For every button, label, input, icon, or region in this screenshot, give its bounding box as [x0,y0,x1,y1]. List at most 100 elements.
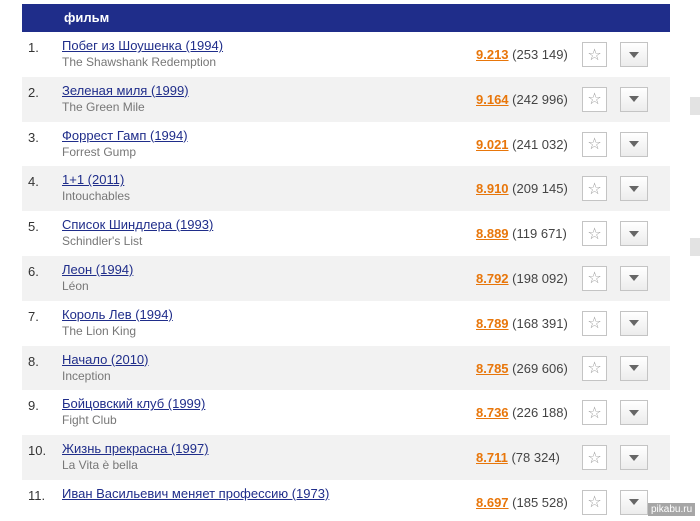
list-menu-button[interactable] [620,86,648,112]
table-row: 4. 1+1 (2011) Intouchables 8.910 (209 14… [22,166,670,212]
film-title-link[interactable]: Зеленая миля (1999) [62,82,189,98]
rate-star-button[interactable]: ☆ [582,489,607,515]
original-title: Forrest Gump [62,144,137,159]
rating: 8.711 (78 324) [476,450,560,465]
film-title-link[interactable]: Король Лев (1994) [62,306,173,322]
table-row: 10. Жизнь прекрасна (1997) La Vita è bel… [22,435,670,480]
table-row: 9. Бойцовский клуб (1999) Fight Club 8.7… [22,390,670,435]
vote-count: (253 149) [512,47,568,62]
rating-value-link[interactable]: 9.164 [476,91,509,107]
film-title-link[interactable]: Форрест Гамп (1994) [62,127,188,143]
original-title: The Lion King [62,323,137,338]
rating-value-link[interactable]: 8.792 [476,270,509,286]
vote-count: (119 671) [512,226,567,242]
rate-star-button[interactable]: ☆ [582,310,607,336]
original-title: The Green Mile [62,99,145,114]
rate-star-button[interactable]: ☆ [582,131,607,157]
chevron-down-icon [629,96,639,103]
rating-value-link[interactable]: 8.785 [476,360,509,376]
chevron-down-icon [629,51,639,58]
list-menu-button[interactable] [620,400,648,426]
side-element [690,97,700,115]
vote-count: (185 528) [512,494,568,510]
rating: 8.792 (198 092) [476,271,568,286]
list-menu-button[interactable] [620,42,648,67]
star-icon: ☆ [587,404,602,422]
chevron-down-icon [629,365,639,372]
rank: 7. [28,308,39,324]
star-icon: ☆ [587,91,602,109]
film-title-link[interactable]: Жизнь прекрасна (1997) [62,441,209,457]
rank: 11. [28,487,46,503]
vote-count: (241 032) [512,136,568,152]
list-menu-button[interactable] [620,445,648,471]
rate-star-button[interactable]: ☆ [582,445,607,471]
film-title-link[interactable]: Начало (2010) [62,351,149,367]
original-title: The Shawshank Redemption [62,55,217,69]
table-row: 6. Леон (1994) Léon 8.792 (198 092) ☆ [22,255,670,301]
chevron-down-icon [629,320,639,327]
side-element [690,238,700,256]
chevron-down-icon [629,230,639,237]
vote-count: (242 996) [512,91,568,107]
rank: 10. [28,443,47,459]
star-icon: ☆ [587,449,602,467]
rate-star-button[interactable]: ☆ [582,265,607,291]
film-title-link[interactable]: Побег из Шоушенка (1994) [62,38,224,53]
rank: 1. [28,40,39,55]
list-menu-button[interactable] [620,310,648,336]
list-menu-button[interactable] [620,355,648,381]
rate-star-button[interactable]: ☆ [582,355,607,381]
star-icon: ☆ [587,180,602,198]
vote-count: (226 188) [512,405,568,421]
rating-value-link[interactable]: 9.213 [476,47,509,62]
original-title: Inception [62,368,111,383]
film-title-link[interactable]: 1+1 (2011) [62,172,125,188]
rank: 4. [28,174,39,190]
rating-value-link[interactable]: 8.889 [476,226,509,242]
rating-value-link[interactable]: 8.736 [476,405,509,421]
films-table: 1. Побег из Шоушенка (1994) The Shawshan… [22,32,670,521]
table-header: фильм [22,4,670,32]
rating: 8.910 (209 145) [476,181,568,196]
vote-count: (168 391) [512,315,568,331]
list-menu-button[interactable] [620,131,648,157]
film-title-link[interactable]: Бойцовский клуб (1999) [62,396,206,412]
list-menu-button[interactable] [620,489,648,515]
chevron-down-icon [629,275,639,282]
film-title-link[interactable]: Иван Васильевич меняет профессию (1973) [62,485,330,501]
rating-value-link[interactable]: 8.697 [476,494,509,510]
star-icon: ☆ [587,315,602,333]
table-row: 3. Форрест Гамп (1994) Forrest Gump 9.02… [22,122,670,167]
vote-count: (78 324) [511,450,560,466]
star-icon: ☆ [587,46,602,64]
table-row: 2. Зеленая миля (1999) The Green Mile 9.… [22,76,670,122]
original-title: Schindler's List [62,234,143,249]
star-icon: ☆ [587,225,602,243]
rate-star-button[interactable]: ☆ [582,400,607,426]
star-icon: ☆ [587,136,602,154]
rating: 8.736 (226 188) [476,405,568,420]
rating-value-link[interactable]: 8.910 [476,181,509,197]
rating-value-link[interactable]: 9.021 [476,136,509,152]
rating: 8.789 (168 391) [476,316,568,331]
star-icon: ☆ [587,360,602,378]
film-title-link[interactable]: Список Шиндлера (1993) [62,217,214,233]
film-title-link[interactable]: Леон (1994) [62,261,134,277]
rate-star-button[interactable]: ☆ [582,42,607,67]
list-menu-button[interactable] [620,176,648,202]
rating: 9.213 (253 149) [476,47,568,62]
list-menu-button[interactable] [620,221,648,247]
watermark: pikabu.ru [648,503,696,516]
rate-star-button[interactable]: ☆ [582,221,607,247]
rating: 8.785 (269 606) [476,361,568,376]
rate-star-button[interactable]: ☆ [582,176,607,202]
original-title: Intouchables [62,189,131,204]
rating-value-link[interactable]: 8.789 [476,315,509,331]
rating: 8.697 (185 528) [476,495,568,510]
rating-value-link[interactable]: 8.711 [476,450,508,466]
vote-count: (269 606) [512,360,568,376]
rate-star-button[interactable]: ☆ [582,86,607,112]
list-menu-button[interactable] [620,265,648,291]
